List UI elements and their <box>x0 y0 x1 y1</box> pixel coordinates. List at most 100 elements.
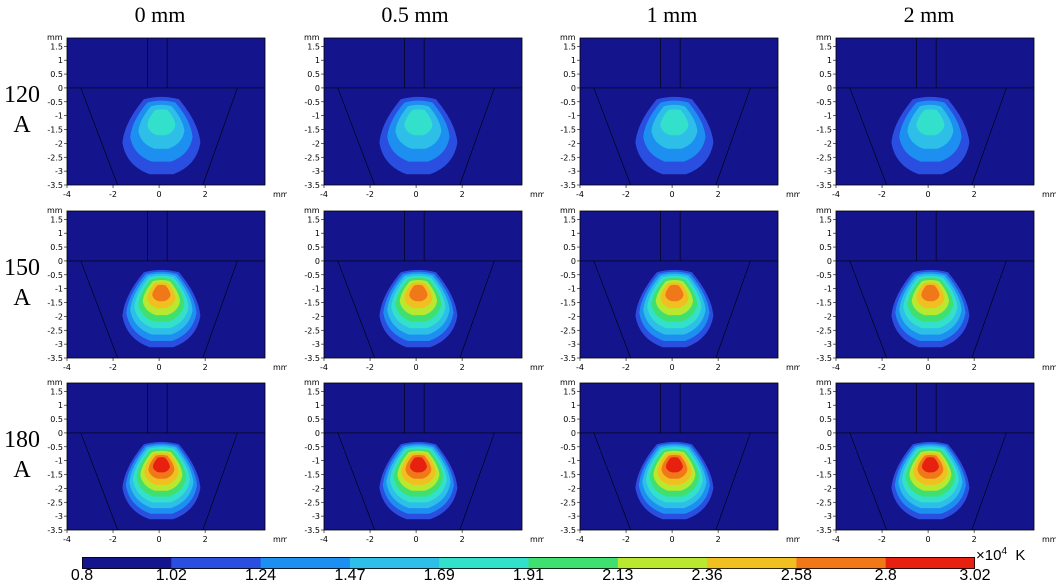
temperature-contour-4 <box>660 109 689 136</box>
groove-left-line <box>849 432 887 531</box>
colorbar-segment <box>617 557 708 569</box>
x-tick-label: 2 <box>972 190 977 199</box>
y-tick-label: -2 <box>312 139 320 148</box>
colorbar-tick-label: 3.02 <box>959 567 991 584</box>
y-tick-label: 0 <box>827 429 832 438</box>
x-tick-label: 2 <box>203 535 208 544</box>
y-tick-label: 0 <box>571 84 576 93</box>
x-tick-label: -2 <box>878 363 886 372</box>
plot-frame <box>835 37 1035 186</box>
contour-panel-r0-c1: 1.5 1 0.5 0 -0.5 -1 -1.5 -2 -2.5 -3 -3.5 mm -4 -2 0 2 mm <box>304 33 544 199</box>
y-tick-label: -3.5 <box>560 526 576 535</box>
x-tick-label: -2 <box>366 535 374 544</box>
contour-panel-r0-c0: 1.5 1 0.5 0 -0.5 -1 -1.5 -2 -2.5 -3 -3.5 mm -4 -2 0 2 mm <box>47 33 287 199</box>
y-axis-unit: mm <box>560 378 576 387</box>
colorbar-segment <box>707 557 797 569</box>
y-tick-label: -1 <box>824 112 832 121</box>
temperature-contour-8 <box>409 284 428 302</box>
row-label-1: 150 A <box>2 253 42 313</box>
y-tick-label: -0.5 <box>560 443 576 452</box>
y-tick-label: -2 <box>55 312 63 321</box>
contour-panel-r1-c0: 1.5 1 0.5 0 -0.5 -1 -1.5 -2 -2.5 -3 -3.5 mm -4 -2 0 2 mm <box>47 206 287 372</box>
groove-right-line <box>971 432 1007 531</box>
x-tick-label: 2 <box>460 190 465 199</box>
x-tick-label: -4 <box>576 535 584 544</box>
groove-left-line <box>593 87 631 186</box>
x-tick-label: 0 <box>414 535 419 544</box>
y-tick-label: 0.5 <box>307 415 320 424</box>
y-tick-label: -0.5 <box>560 98 576 107</box>
y-tick-label: 0.5 <box>563 70 576 79</box>
colorbar-tick-label: 2.8 <box>874 567 897 584</box>
groove-right-line <box>715 87 751 186</box>
y-tick-label: -3.5 <box>47 354 63 363</box>
y-axis-unit: mm <box>304 33 320 42</box>
groove-left-line <box>593 432 631 531</box>
x-axis-unit: mm <box>786 535 800 544</box>
y-tick-label: 0.5 <box>50 415 63 424</box>
plot-frame <box>323 210 523 359</box>
temperature-contour-4 <box>404 109 433 136</box>
x-tick-label: -4 <box>320 363 328 372</box>
y-tick-label: -2.5 <box>304 498 320 507</box>
y-tick-label: -2.5 <box>47 153 63 162</box>
y-tick-label: 0 <box>315 257 320 266</box>
x-tick-label: 0 <box>670 535 675 544</box>
temperature-contour-4 <box>916 109 945 136</box>
y-tick-label: -2 <box>568 139 576 148</box>
y-tick-label: -3 <box>824 167 832 176</box>
temperature-contour-9 <box>409 457 427 473</box>
temperature-contour-9 <box>921 457 939 473</box>
y-tick-label: 1.5 <box>819 42 832 51</box>
y-tick-label: -3 <box>824 512 832 521</box>
colorbar-unit-text: K <box>1015 547 1026 564</box>
y-tick-label: -3.5 <box>304 181 320 190</box>
x-tick-label: -2 <box>878 535 886 544</box>
y-tick-label: -1 <box>568 285 576 294</box>
y-tick-label: 0.5 <box>307 70 320 79</box>
y-tick-label: -1 <box>312 457 320 466</box>
x-tick-label: 2 <box>716 363 721 372</box>
y-tick-label: 0 <box>827 257 832 266</box>
groove-right-line <box>459 260 495 359</box>
y-tick-label: -3.5 <box>816 354 832 363</box>
y-tick-label: -1.5 <box>560 299 576 308</box>
y-tick-label: -1.5 <box>304 126 320 135</box>
row-label-value: 150 <box>4 255 40 281</box>
column-title-3: 2 mm <box>903 2 955 27</box>
contour-panel-r0-c2: 1.5 1 0.5 0 -0.5 -1 -1.5 -2 -2.5 -3 -3.5 mm -4 -2 0 2 mm <box>560 33 800 199</box>
x-tick-label: 0 <box>926 535 931 544</box>
y-tick-label: 0.5 <box>50 243 63 252</box>
plot-frame <box>66 382 266 531</box>
colorbar-exponent: 4 <box>1001 546 1008 557</box>
x-tick-label: -2 <box>878 190 886 199</box>
y-tick-label: -0.5 <box>816 443 832 452</box>
y-tick-label: 1.5 <box>50 42 63 51</box>
y-tick-label: 0.5 <box>307 243 320 252</box>
x-tick-label: 2 <box>460 535 465 544</box>
y-axis-unit: mm <box>816 378 832 387</box>
x-tick-label: -2 <box>366 190 374 199</box>
x-tick-label: -4 <box>320 190 328 199</box>
groove-right-line <box>202 432 238 531</box>
y-tick-label: -2.5 <box>47 326 63 335</box>
x-tick-label: -2 <box>622 363 630 372</box>
y-tick-label: -2 <box>312 312 320 321</box>
temperature-contour-4 <box>147 109 176 136</box>
y-tick-label: 1.5 <box>307 387 320 396</box>
y-tick-label: -1.5 <box>304 471 320 480</box>
y-tick-label: 0 <box>58 257 63 266</box>
x-axis-unit: mm <box>273 190 287 199</box>
x-tick-label: -2 <box>109 363 117 372</box>
y-tick-label: 1.5 <box>563 42 576 51</box>
contour-panel-r1-c2: 1.5 1 0.5 0 -0.5 -1 -1.5 -2 -2.5 -3 -3.5 mm -4 -2 0 2 mm <box>560 206 800 372</box>
y-tick-label: -2 <box>55 139 63 148</box>
y-tick-label: -0.5 <box>304 98 320 107</box>
x-tick-label: 0 <box>670 190 675 199</box>
y-tick-label: -1 <box>55 112 63 121</box>
y-tick-label: -2.5 <box>304 153 320 162</box>
colorbar <box>82 557 975 569</box>
colorbar-segment <box>439 557 529 569</box>
groove-left-line <box>337 260 375 359</box>
y-tick-label: 1 <box>58 56 63 65</box>
